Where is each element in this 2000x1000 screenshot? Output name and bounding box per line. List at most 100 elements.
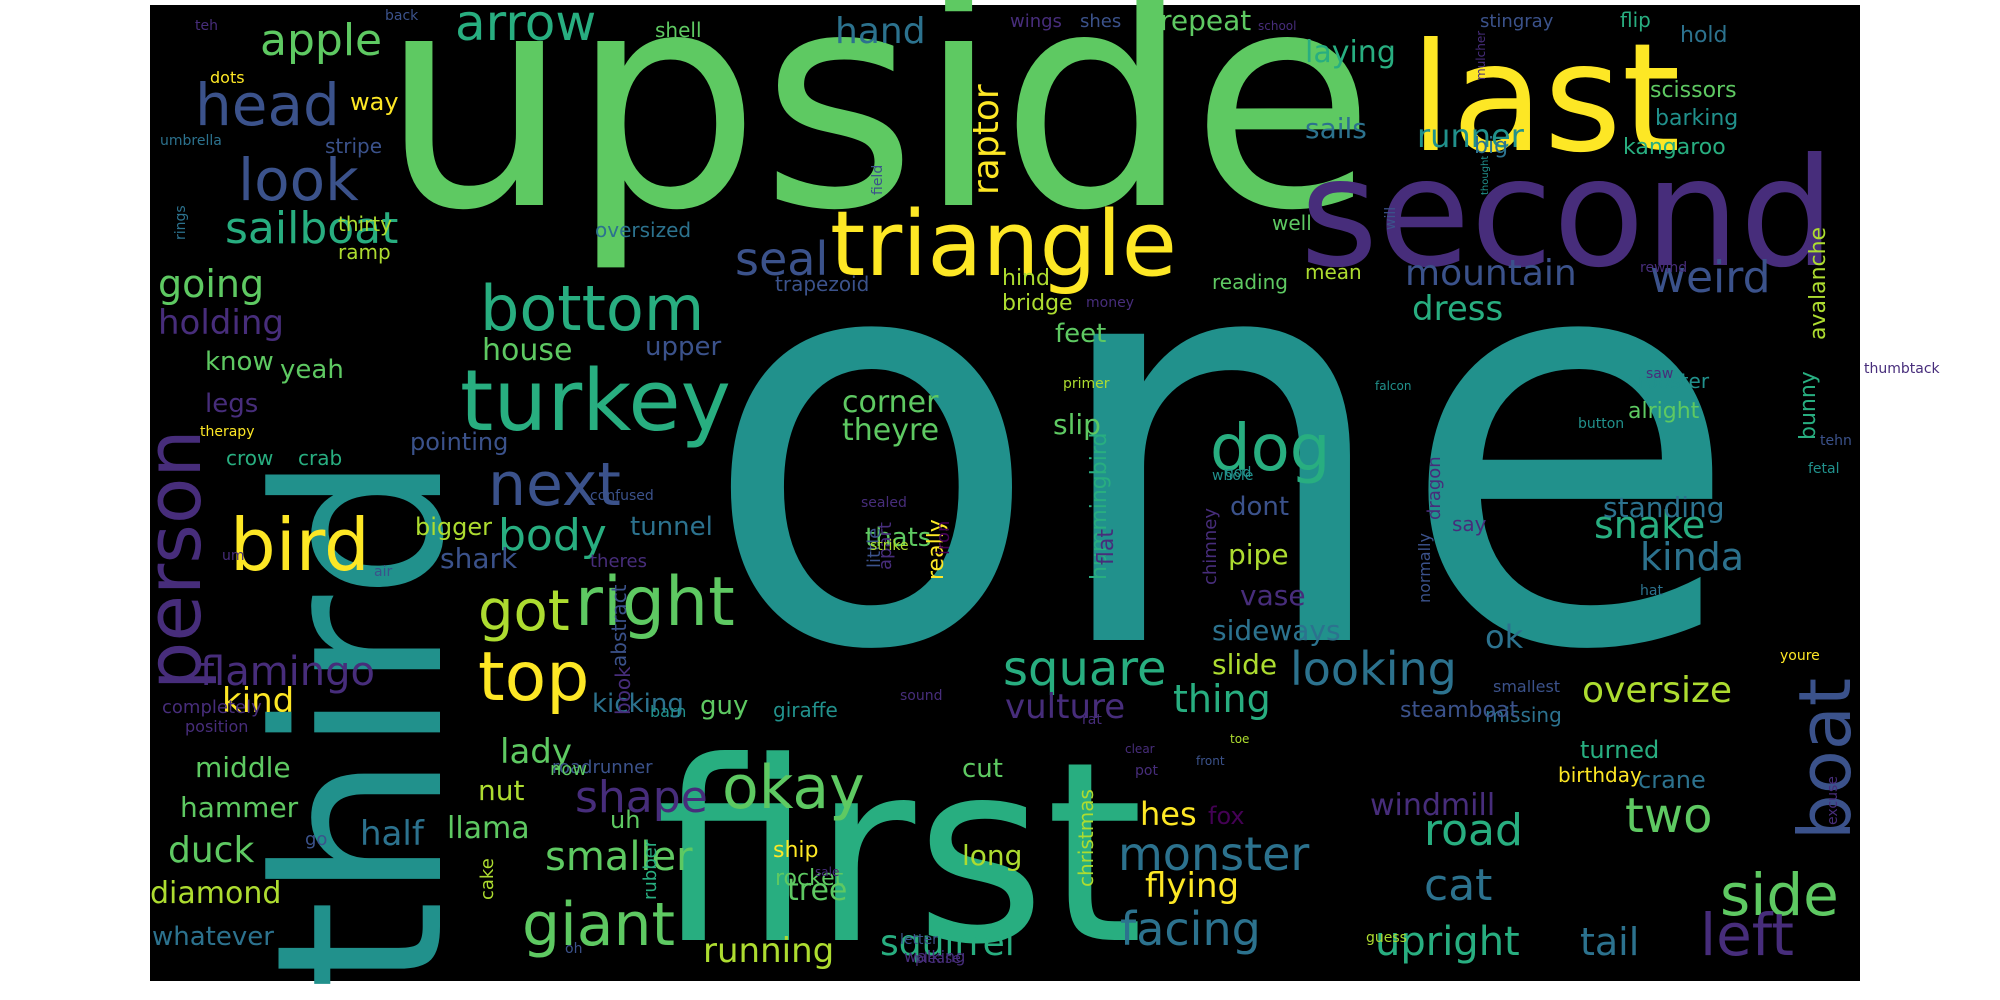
word-hand: hand — [835, 11, 926, 52]
word-half: half — [360, 814, 425, 854]
word-sideways: sideways — [1212, 614, 1341, 647]
word-chimney: chimney — [1200, 508, 1221, 585]
word-boat: boat — [1783, 678, 1867, 840]
word-long: long — [962, 839, 1022, 872]
word-nut: nut — [478, 774, 524, 807]
word-bunny: bunny — [1796, 371, 1821, 440]
word-scissors: scissors — [1650, 78, 1737, 103]
word-legs: legs — [205, 389, 258, 419]
word-giraffe: giraffe — [773, 698, 838, 722]
word-left: left — [1700, 901, 1794, 969]
word-ship: ship — [773, 838, 818, 863]
word-steamboat: steamboat — [1400, 698, 1518, 723]
word-middle: middle — [195, 751, 291, 784]
word-trapezoid: trapezoid — [775, 272, 869, 296]
word-crab: crab — [298, 446, 342, 470]
word-school: school — [1258, 19, 1296, 33]
word-sailboat: sailboat — [225, 203, 398, 254]
word-vulture: vulture — [1005, 687, 1125, 727]
word-position: position — [185, 717, 248, 736]
word-little: little — [864, 528, 885, 568]
word-clear: clear — [1125, 742, 1155, 756]
word-birthday: birthday — [1558, 763, 1642, 787]
word-standing: standing — [1603, 491, 1725, 524]
word-mean: mean — [1305, 260, 1362, 284]
word-dots: dots — [210, 68, 245, 87]
word-mountain: mountain — [1405, 253, 1577, 294]
word-road: road — [1424, 805, 1523, 856]
word-sound: sound — [900, 688, 943, 704]
word-one: one — [700, 121, 1742, 773]
word-avalanche: avalanche — [1806, 227, 1831, 340]
word-stingray: stingray — [1480, 11, 1554, 32]
word-umbrella: umbrella — [160, 133, 222, 149]
word-really: really — [924, 519, 949, 580]
word-duck: duck — [168, 830, 254, 871]
word-please: please — [915, 951, 961, 967]
word-lady: lady — [500, 732, 572, 772]
word-going: going — [158, 262, 264, 306]
word-hind: hind — [1002, 266, 1050, 291]
word-kinda: kinda — [1640, 535, 1744, 579]
word-windmill: windmill — [1370, 788, 1495, 823]
word-two: two — [1625, 788, 1712, 844]
word-rocket: rocket — [775, 866, 844, 891]
word-diamond: diamond — [150, 876, 281, 911]
word-last: last — [1410, 12, 1681, 186]
word-stripe: stripe — [325, 134, 382, 158]
word-letter: letter — [900, 932, 938, 948]
word-bird: bird — [230, 503, 370, 587]
word-shes: shes — [1080, 11, 1121, 32]
word-thing: thing — [1173, 677, 1271, 721]
word-squirrel: squirrel — [880, 923, 1015, 964]
word-bigger: bigger — [415, 513, 492, 541]
word-shape: shape — [575, 772, 708, 823]
word-hammer: hammer — [180, 791, 299, 824]
word-flying: flying — [1145, 866, 1239, 906]
word-theyre: theyre — [842, 413, 939, 448]
word-apart: apart — [875, 522, 896, 570]
word-god: god — [1225, 465, 1251, 481]
word-first: first — [655, 708, 1144, 999]
word-body: body — [498, 510, 607, 561]
word-upper: upper — [645, 332, 721, 362]
word-wings: wings — [1010, 11, 1062, 32]
word-walking: walking — [904, 947, 965, 966]
word-raptor: raptor — [966, 84, 1007, 195]
word-guy: guy — [700, 691, 748, 721]
word-primer: primer — [1063, 376, 1110, 392]
word-rubber: rubber — [640, 839, 661, 900]
word-flat: flat — [1094, 529, 1119, 565]
word-hat: hat — [1640, 583, 1663, 599]
word-llama: llama — [447, 811, 530, 846]
word-holding: holding — [158, 303, 284, 343]
word-way: way — [350, 88, 399, 116]
word-looking: looking — [1290, 642, 1457, 696]
word-giant: giant — [522, 890, 675, 960]
word-shark: shark — [440, 542, 518, 575]
word-cut: cut — [962, 754, 1003, 784]
word-rings: rings — [173, 205, 189, 240]
word-right: right — [575, 563, 735, 642]
word-air: air — [374, 564, 392, 580]
word-uh: uh — [610, 806, 640, 834]
cloud-background — [150, 5, 1860, 981]
word-tree: tree — [787, 873, 847, 908]
word-tehn: tehn — [1820, 433, 1852, 449]
word-alright: alright — [1628, 399, 1700, 424]
word-runner: runner — [1417, 117, 1525, 155]
word-reading: reading — [1212, 270, 1288, 294]
word-bridge: bridge — [1002, 291, 1073, 316]
word-now: now — [550, 759, 587, 780]
word-pipe: pipe — [1228, 538, 1289, 571]
word-weird: weird — [1650, 252, 1771, 303]
word-rewind: rewind — [1640, 260, 1687, 276]
word-thumbtack: thumbtack — [1864, 361, 1941, 377]
word-feet: feet — [1055, 319, 1106, 349]
word-strike: strike — [870, 538, 909, 554]
word-missing: missing — [1485, 703, 1562, 727]
word-theres: theres — [590, 551, 647, 572]
word-saw: saw — [1646, 366, 1673, 382]
word-flamingo: flamingo — [200, 649, 375, 695]
